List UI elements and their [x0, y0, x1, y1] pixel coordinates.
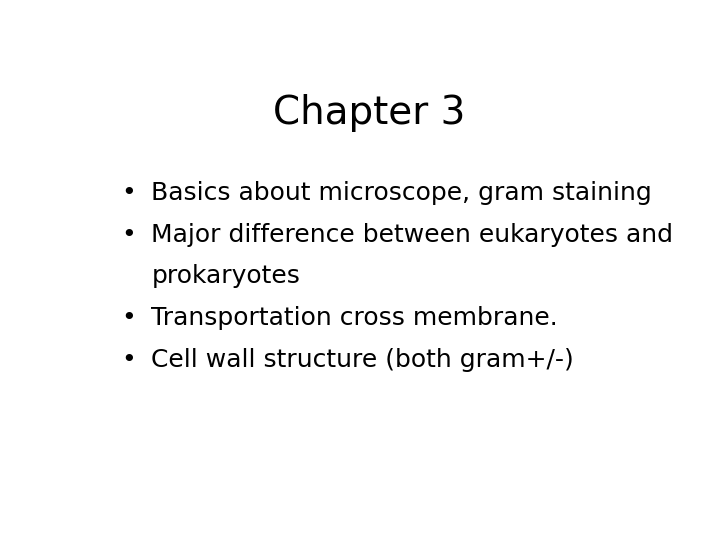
Text: Chapter 3: Chapter 3	[273, 94, 465, 132]
Text: Transportation cross membrane.: Transportation cross membrane.	[151, 306, 558, 330]
Text: •: •	[122, 348, 136, 372]
Text: Cell wall structure (both gram+/-): Cell wall structure (both gram+/-)	[151, 348, 574, 372]
Text: •: •	[122, 306, 136, 330]
Text: Major difference between eukaryotes and: Major difference between eukaryotes and	[151, 223, 673, 247]
Text: Basics about microscope, gram staining: Basics about microscope, gram staining	[151, 181, 652, 205]
Text: •: •	[122, 223, 136, 247]
Text: prokaryotes: prokaryotes	[151, 265, 300, 288]
Text: •: •	[122, 181, 136, 205]
